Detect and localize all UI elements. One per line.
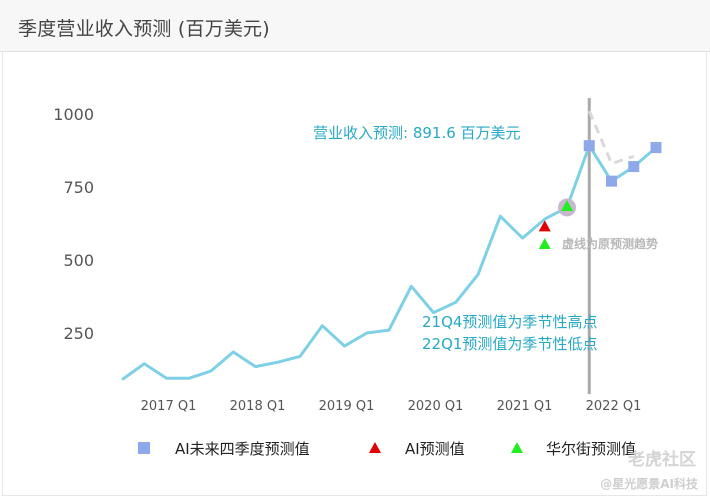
forecast-square-marker: [606, 175, 617, 187]
series-markers: [538, 140, 662, 249]
legend-square-icon: [138, 442, 150, 454]
chart-header: 季度营业收入预测 (百万美元): [0, 0, 710, 52]
x-tick-label: 2020 Q1: [408, 399, 464, 414]
y-tick-label: 750: [63, 178, 94, 197]
wallstreet-triangle-marker: [538, 237, 551, 249]
chart-legend: AI未来四季度预测值 AI预测值 华尔街预测值: [138, 440, 636, 458]
legend-item-wallstreet[interactable]: 华尔街预测值: [511, 440, 636, 458]
seasonal-low-note: 22Q1预测值为季节性低点: [422, 335, 597, 353]
chart-title: 季度营业收入预测 (百万美元): [18, 18, 270, 40]
legend-label-wallstreet: 华尔街预测值: [546, 440, 636, 458]
forecast-square-marker: [583, 140, 595, 152]
watermark-credit: @星光愿景AI科技: [600, 477, 698, 491]
original-trend-dashed-line: [587, 110, 635, 166]
legend-red-triangle-icon: [369, 442, 381, 453]
x-axis: 2017 Q1 2018 Q1 2019 Q1 2020 Q1 2021 Q1 2022 …: [141, 399, 642, 414]
annotations: 营业收入预测: 891.6 百万美元 虚线为原预测趋势 21Q4预测值为季节性高…: [313, 124, 658, 353]
wallstreet-triangle-marker: [561, 199, 573, 211]
forecast-square-marker: [650, 142, 662, 154]
y-tick-label: 1000: [53, 105, 94, 124]
forecast-value-label: 营业收入预测: 891.6 百万美元: [313, 124, 521, 142]
y-tick-label: 250: [63, 324, 94, 343]
watermark-logo: 老虎社区: [628, 450, 696, 470]
legend-item-ai-forecast[interactable]: AI预测值: [369, 440, 465, 458]
forecast-square-marker: [628, 161, 640, 173]
chart-frame: [2, 52, 707, 496]
ai-forecast-triangle-marker: [538, 220, 551, 232]
x-tick-label: 2018 Q1: [230, 399, 286, 414]
legend-green-triangle-icon: [511, 442, 523, 453]
y-tick-label: 500: [63, 251, 94, 270]
seasonal-high-note: 21Q4预测值为季节性高点: [422, 313, 597, 331]
dashed-line-note: 虚线为原预测趋势: [562, 236, 658, 251]
legend-label-ai-future: AI未来四季度预测值: [175, 440, 310, 458]
legend-label-ai-forecast: AI预测值: [405, 440, 465, 458]
x-tick-label: 2021 Q1: [497, 399, 553, 414]
x-tick-label: 2017 Q1: [141, 399, 197, 414]
x-tick-label: 2022 Q1: [586, 399, 642, 414]
x-tick-label: 2019 Q1: [319, 399, 375, 414]
y-axis: 250 500 750 1000: [53, 105, 94, 343]
legend-item-ai-future[interactable]: AI未来四季度预测值: [138, 440, 310, 458]
